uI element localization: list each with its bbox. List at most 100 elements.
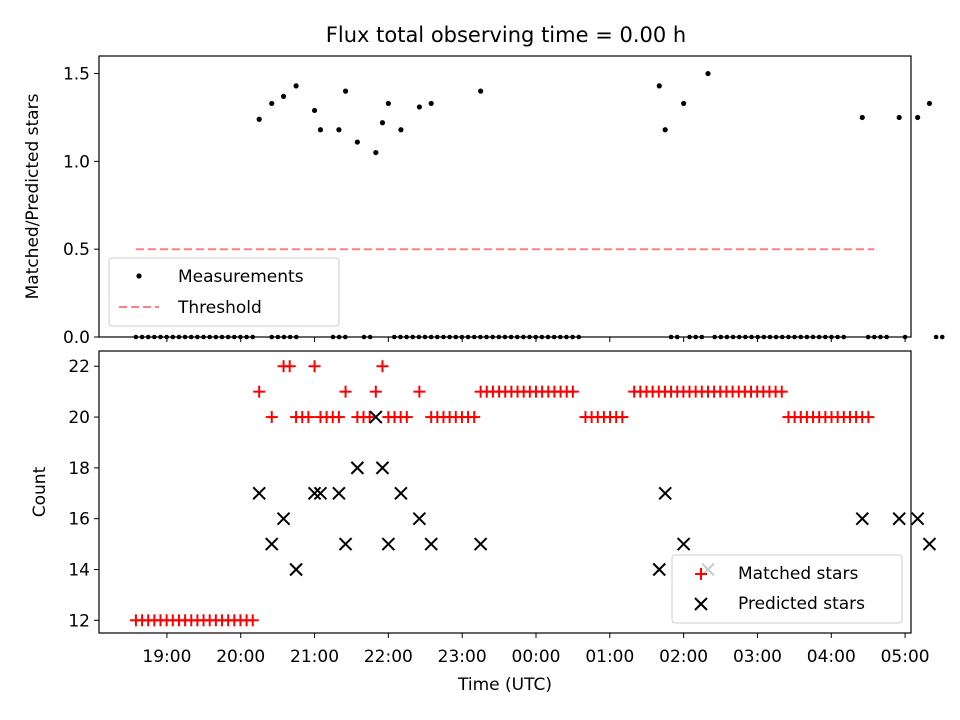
predicted-star-marker: [307, 486, 322, 500]
count-y-tick-label: 22: [68, 357, 90, 377]
measurement-point: [336, 127, 342, 133]
measurement-point: [896, 114, 902, 121]
predicted-star-marker: [652, 562, 666, 577]
predicted-star-marker: [289, 562, 303, 577]
predicted-star-marker: [350, 461, 365, 475]
count-y-tick-label: 20: [68, 408, 90, 428]
predicted-star-marker: [252, 486, 266, 500]
measurement-point: [926, 100, 933, 107]
count-legend-box: [671, 554, 903, 624]
predicted-star-marker: [676, 537, 691, 551]
count-plot-frame: [98, 350, 912, 634]
ratio-y-tick-label: 0.5: [63, 240, 90, 260]
measurement-point: [385, 100, 391, 107]
ratio-y-tick-label: 1.5: [63, 65, 90, 85]
measurement-point: [311, 107, 318, 114]
count-y-tick-label: 18: [68, 459, 90, 479]
count-y-axis-label: Count: [30, 466, 50, 517]
matched-star-marker: [376, 360, 389, 373]
measurements-legend-marker: [136, 273, 142, 279]
ratio-legend: Measurements Threshold: [108, 257, 340, 327]
matched-star-marker: [265, 411, 278, 424]
measurement-point: [933, 334, 939, 340]
count-x-tick-label: 01:00: [585, 647, 634, 667]
ratio-y-axis-label: Matched/Predicted stars: [23, 93, 43, 299]
matched-star-marker: [468, 411, 481, 424]
count-x-tick-label: 04:00: [807, 647, 856, 667]
count-x-tick-label: 05:00: [881, 647, 930, 667]
measurement-point: [269, 100, 275, 107]
count-x-tick-label: 02:00: [659, 647, 708, 667]
measurement-point: [428, 100, 434, 107]
matched-star-marker: [332, 411, 345, 424]
count-y-tick-label: 14: [68, 560, 90, 580]
predicted-star-marker: [276, 511, 291, 526]
predicted-star-marker: [375, 461, 390, 475]
predicted-star-marker: [424, 537, 438, 551]
measurement-point: [373, 149, 379, 156]
ratio-y-tick-label: 1.0: [63, 152, 90, 172]
predicted-star-marker: [338, 537, 353, 551]
measurement-point: [342, 88, 349, 94]
predicted-star-marker: [313, 486, 328, 500]
predicted-legend-marker: [694, 597, 708, 611]
measurement-point: [859, 114, 865, 121]
ratio-x-ticks: [166, 337, 906, 342]
measurement-point: [293, 83, 299, 89]
count-x-tick-label: 19:00: [142, 647, 191, 667]
measurement-point: [681, 100, 687, 107]
measurement-point: [705, 70, 711, 77]
matched-star-marker: [308, 360, 321, 373]
count-x-tick-label: 03:00: [733, 647, 782, 667]
measurement-point: [662, 127, 668, 133]
measurement-point: [656, 83, 662, 89]
measurement-point: [939, 334, 945, 340]
count-y-tick-label: 16: [68, 510, 90, 530]
measurements-legend-label: Measurements: [178, 267, 304, 287]
count-x-tick-label: 22:00: [364, 647, 413, 667]
count-x-axis: 19:00 20:00 21:00 22:00 23:00 00:00 01:00 02:00…: [142, 633, 930, 667]
measurement-point: [256, 116, 262, 122]
predicted-star-marker: [412, 511, 427, 526]
predicted-star-marker: [394, 486, 408, 500]
matched-star-marker: [339, 385, 352, 398]
count-y-tick-label: 12: [68, 611, 90, 631]
count-plot-area: [129, 360, 937, 627]
matched-legend-marker: [695, 568, 707, 580]
count-x-tick-label: 23:00: [438, 647, 487, 667]
matched-star-marker: [253, 385, 266, 398]
measurement-point: [416, 104, 422, 110]
measurement-point: [280, 93, 287, 99]
predicted-star-marker: [658, 486, 672, 500]
matched-star-marker: [616, 411, 629, 424]
predicted-star-marker: [332, 486, 346, 500]
matched-star-marker: [283, 360, 296, 373]
predicted-star-marker: [473, 537, 488, 551]
ratio-y-axis: 0.0 0.5 1.0 1.5: [63, 65, 99, 348]
matched-star-marker: [413, 385, 426, 398]
predicted-star-marker: [892, 511, 906, 526]
matched-star-marker: [369, 385, 382, 398]
chart-title: Flux total observing time = 0.00 h: [326, 23, 686, 47]
matched-star-marker: [363, 411, 376, 424]
count-x-tick-label: 20:00: [216, 647, 265, 667]
matched-star-marker: [566, 385, 579, 398]
count-legend: Matched stars Predicted stars: [671, 554, 903, 624]
measurement-point: [317, 127, 324, 133]
matched-legend-label: Matched stars: [738, 564, 858, 584]
count-y-axis: 12 14 16 18 20 22: [68, 357, 99, 631]
ratio-plot-frame: [98, 55, 912, 338]
matched-star-marker: [862, 411, 875, 424]
count-x-tick-label: 21:00: [290, 647, 339, 667]
measurement-point: [478, 88, 484, 94]
predicted-star-marker: [855, 511, 869, 526]
predicted-star-marker: [910, 511, 925, 526]
measurement-point: [915, 114, 921, 121]
predicted-star-marker: [381, 537, 396, 551]
predicted-star-marker: [369, 410, 383, 424]
matched-star-marker: [302, 411, 315, 424]
threshold-legend-label: Threshold: [177, 298, 262, 318]
ratio-legend-box: [108, 257, 340, 327]
matched-star-marker: [775, 385, 788, 398]
measurement-point: [398, 127, 404, 133]
